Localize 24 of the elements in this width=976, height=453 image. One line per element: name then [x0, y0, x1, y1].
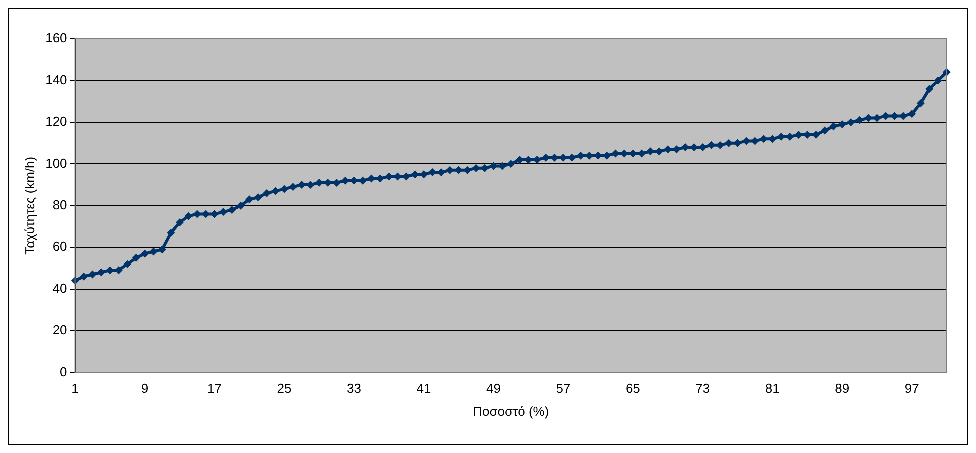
x-tick-label: 57: [556, 381, 571, 396]
x-tick-label: 41: [416, 381, 432, 396]
y-tick-label: 20: [52, 322, 68, 338]
y-axis-title: Ταχύτητες (km/h): [22, 156, 38, 255]
x-tick-label: 1: [72, 381, 79, 396]
x-axis-title: Ποσοστό (%): [473, 404, 550, 419]
x-tick-label: 89: [835, 381, 850, 396]
x-tick-label: 33: [347, 381, 362, 396]
y-tick-label: 140: [46, 72, 68, 88]
x-tick-label: 49: [486, 381, 501, 396]
y-tick-label: 160: [46, 30, 68, 46]
x-tick-label: 97: [904, 381, 920, 396]
x-tick-label: 81: [765, 381, 780, 396]
x-tick-label: 73: [696, 381, 710, 396]
y-tick-label: 60: [52, 239, 68, 254]
x-tick-label: 25: [277, 381, 292, 396]
y-tick-label: 120: [46, 114, 68, 130]
y-tick-label: 100: [46, 156, 68, 171]
y-tick-label: 80: [52, 197, 68, 212]
x-tick-label: 65: [626, 381, 640, 396]
y-tick-label: 40: [52, 280, 68, 296]
y-tick-label: 0: [60, 364, 68, 380]
x-tick-label: 9: [141, 381, 149, 396]
x-tick-label: 17: [208, 381, 222, 396]
